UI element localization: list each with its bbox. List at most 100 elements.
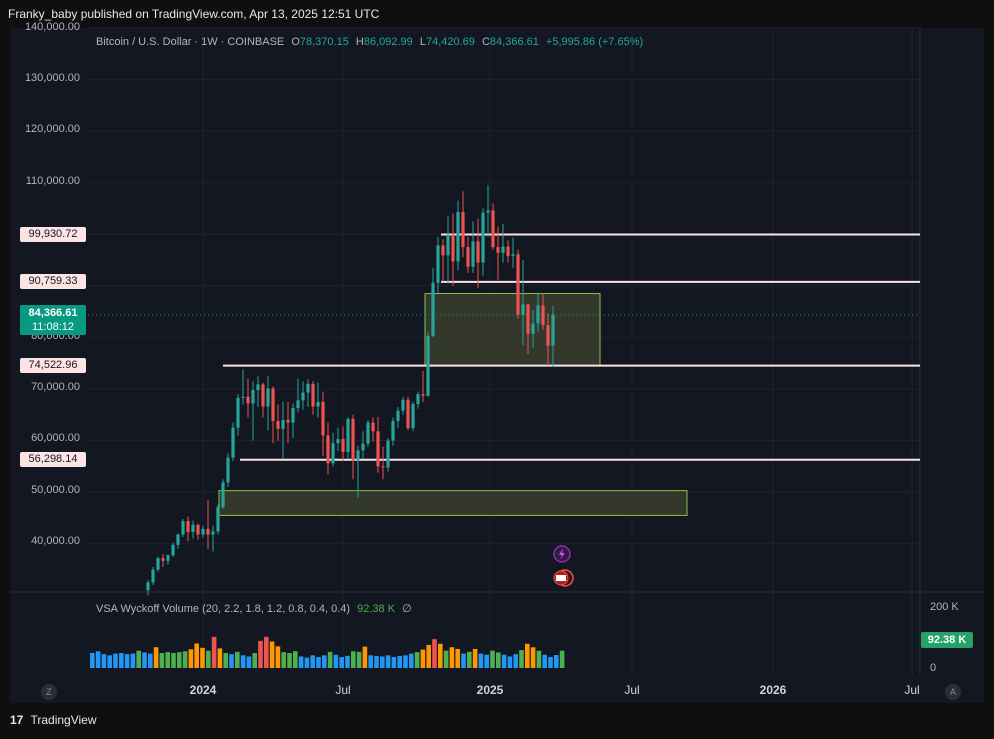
candle-body	[461, 212, 465, 248]
vsa-indicator-legend[interactable]: VSA Wyckoff Volume (20, 2.2, 1.8, 1.2, 0…	[96, 602, 412, 615]
candle-body	[271, 388, 275, 421]
volume-bar	[449, 647, 455, 668]
candle-body	[386, 440, 390, 468]
volume-bar	[559, 650, 565, 668]
volume-bar	[327, 651, 333, 668]
volume-axis-zero: 0	[930, 662, 937, 674]
price-level-tag[interactable]: 99,930.72	[20, 227, 86, 242]
candle-body	[296, 400, 300, 409]
volume-bar	[229, 654, 234, 668]
volume-bar	[380, 656, 385, 668]
x-axis-label: 2024	[189, 683, 217, 697]
volume-bar	[397, 655, 402, 668]
volume-bar	[188, 649, 194, 668]
volume-bar	[119, 653, 124, 668]
candle-body	[396, 410, 400, 421]
candle-body	[371, 422, 375, 432]
volume-bar	[130, 653, 136, 668]
candle-body	[156, 558, 160, 570]
volume-bar	[223, 653, 228, 668]
candle-body	[431, 282, 435, 336]
volume-bar	[391, 657, 397, 668]
y-axis-label: 40,000.00	[31, 535, 80, 547]
publisher-line: Franky_baby published on TradingView.com…	[8, 7, 380, 21]
candle-body	[541, 305, 545, 326]
candle-body	[211, 531, 215, 535]
candle-body	[311, 383, 315, 407]
candle-body	[521, 304, 525, 315]
volume-bar	[548, 657, 553, 668]
volume-bar	[177, 652, 182, 668]
volume-bar	[101, 654, 107, 668]
volume-bar	[258, 640, 263, 668]
candle-body	[351, 418, 355, 461]
candle-body	[301, 392, 305, 401]
candle-body	[146, 582, 150, 591]
y-axis-label: 70,000.00	[31, 381, 80, 393]
volume-bar	[281, 652, 286, 668]
volume-bar	[293, 651, 298, 668]
volume-bar	[246, 656, 252, 668]
y-axis-label: 140,000.00	[24, 21, 80, 33]
volume-bar	[275, 646, 281, 668]
volume-bar	[252, 653, 257, 668]
volume-bar	[339, 657, 344, 668]
volume-bar	[211, 636, 217, 668]
volume-bar	[496, 652, 501, 668]
current-price-tag: 84,366.61 11:08:12	[20, 305, 86, 335]
volume-bar	[554, 655, 559, 668]
candle-body	[236, 397, 240, 428]
y-axis-label: 60,000.00	[31, 432, 80, 444]
candle-body	[206, 528, 210, 535]
auto-scale-button[interactable]: A	[945, 684, 961, 700]
x-axis-label: 2026	[759, 683, 787, 697]
price-level-tag[interactable]: 56,298.14	[20, 452, 86, 467]
volume-bar	[525, 643, 530, 668]
candle-body	[331, 443, 335, 464]
price-level-tag[interactable]: 74,522.96	[20, 358, 86, 373]
high-value: 86,092.99	[363, 36, 413, 48]
x-axis-label: Jul	[624, 683, 640, 697]
candle-body	[376, 431, 380, 467]
footer-brand: 17 TradingView	[10, 713, 97, 727]
volume-bar	[217, 648, 223, 668]
volume-bar	[322, 655, 327, 668]
candle-body	[476, 241, 480, 263]
volume-bar	[113, 653, 118, 668]
volume-bar	[235, 651, 240, 668]
candle-body	[446, 234, 450, 256]
candle-body	[381, 466, 385, 468]
candle-body	[341, 439, 345, 452]
candle-body	[176, 534, 180, 545]
candle-body	[441, 245, 445, 256]
volume-bar	[240, 655, 246, 668]
candle-body	[171, 544, 175, 556]
volume-bar	[403, 655, 408, 668]
zoom-reset-button[interactable]: Z	[41, 684, 57, 700]
candle-body	[186, 521, 190, 532]
x-axis-label: 2025	[476, 683, 504, 697]
volume-bar	[136, 650, 141, 668]
supply-demand-zone	[218, 490, 688, 516]
candle-body	[356, 450, 360, 461]
volume-bar	[165, 652, 170, 668]
candle-body	[266, 388, 270, 407]
volume-bar	[484, 654, 489, 668]
candle-body	[166, 555, 170, 561]
volume-bar	[478, 653, 484, 668]
candle-body	[326, 435, 330, 464]
candle-body	[426, 335, 430, 396]
volume-bar	[153, 647, 159, 668]
volume-axis-top: 200 K	[930, 601, 959, 613]
candle-body	[216, 507, 220, 532]
candle-body	[536, 305, 540, 324]
volume-bar	[95, 651, 101, 668]
volume-bar	[374, 655, 379, 668]
price-level-tag[interactable]: 90,759.33	[20, 274, 86, 289]
y-axis-label: 130,000.00	[24, 72, 80, 84]
x-axis-label: Jul	[335, 683, 351, 697]
candle-body	[336, 439, 340, 444]
candle-body	[241, 396, 245, 398]
volume-bar	[426, 644, 431, 668]
